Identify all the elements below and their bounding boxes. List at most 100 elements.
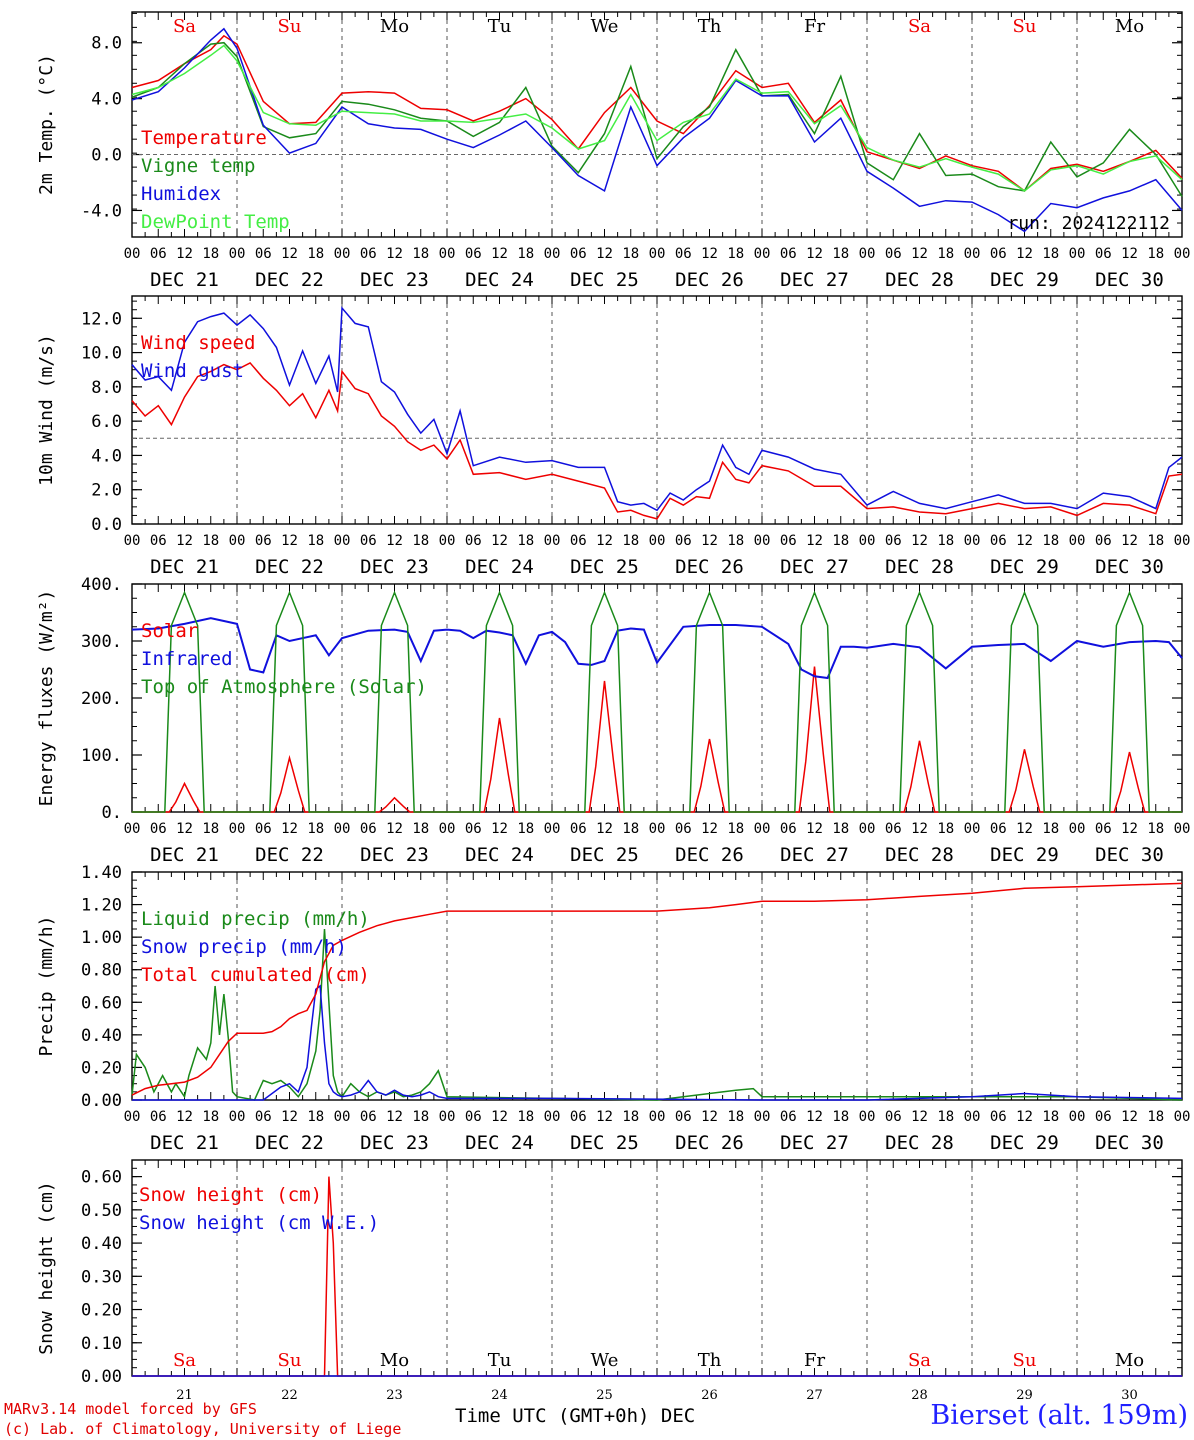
hour-tick-label: 00 [544, 1109, 561, 1125]
legend-entry: Liquid precip (mm/h) [141, 908, 370, 930]
date-label: DEC 27 [780, 269, 849, 291]
hour-tick-label: 18 [1042, 1109, 1059, 1125]
date-label: DEC 24 [465, 844, 534, 866]
hour-tick-label: 18 [202, 821, 219, 837]
hour-tick-label: 18 [832, 533, 849, 549]
hour-tick-label: 12 [911, 246, 928, 262]
series-line-infrared [131, 617, 1183, 680]
hour-tick-label: 00 [1069, 533, 1086, 549]
hour-tick-label: 00 [544, 821, 561, 837]
y-axis-label: Precip (mm/h) [36, 916, 57, 1057]
date-label: DEC 29 [990, 1132, 1059, 1154]
legend-entry: Snow height (cm) [139, 1184, 322, 1206]
date-number-label: 27 [806, 1388, 823, 1403]
model-credit: MARv3.14 model forced by GFS [4, 1400, 257, 1418]
date-label: DEC 22 [255, 1132, 324, 1154]
y-tick-label: 300. [81, 632, 122, 652]
hour-tick-label: 12 [281, 533, 298, 549]
hour-tick-label: 06 [465, 1109, 482, 1125]
legend-entry: Snow height (cm W.E.) [139, 1212, 379, 1234]
time-axis-label: Time UTC (GMT+0h) DEC [455, 1405, 696, 1427]
hour-tick-label: 00 [439, 246, 456, 262]
hour-tick-label: 00 [859, 533, 876, 549]
hour-tick-label: 12 [386, 533, 403, 549]
legend-entry: Snow precip (mm/h) [141, 936, 347, 958]
hour-tick-label: 00 [229, 1109, 246, 1125]
hour-tick-label: 00 [334, 1109, 351, 1125]
hour-tick-label: 12 [1016, 821, 1033, 837]
hour-tick-label: 06 [990, 533, 1007, 549]
hour-tick-label: 12 [491, 246, 508, 262]
hour-tick-label: 00 [544, 533, 561, 549]
hour-tick-label: 12 [1121, 1109, 1138, 1125]
day-name-label: We [591, 1350, 619, 1371]
date-label: DEC 25 [570, 269, 639, 291]
date-number-label: 21 [176, 1388, 193, 1403]
hour-tick-label: 18 [832, 821, 849, 837]
hour-tick-label: 18 [517, 246, 534, 262]
hour-tick-label: 00 [229, 246, 246, 262]
y-tick-label: 0.20 [81, 1301, 122, 1321]
date-label: DEC 25 [570, 844, 639, 866]
date-label: DEC 29 [990, 269, 1059, 291]
hour-tick-label: 18 [517, 821, 534, 837]
date-label: DEC 30 [1095, 269, 1164, 291]
hour-tick-label: 06 [360, 246, 377, 262]
hour-tick-label: 06 [675, 533, 692, 549]
day-name-label: Sa [908, 16, 931, 37]
hour-tick-label: 00 [1174, 821, 1191, 837]
hour-tick-label: 12 [1016, 1109, 1033, 1125]
hour-tick-label: 06 [780, 1109, 797, 1125]
hour-tick-label: 18 [412, 1109, 429, 1125]
hour-tick-label: 12 [806, 246, 823, 262]
hour-tick-label: 06 [1095, 533, 1112, 549]
hour-tick-label: 00 [334, 821, 351, 837]
date-number-label: 24 [491, 1388, 508, 1403]
hour-tick-label: 06 [360, 533, 377, 549]
day-name-label: Fr [804, 16, 825, 37]
hour-tick-label: 18 [412, 821, 429, 837]
legend-entry: Vigne temp [141, 155, 255, 177]
hour-tick-label: 00 [334, 533, 351, 549]
series-line-top-of-atmosphere-solar- [132, 590, 1182, 813]
date-label: DEC 30 [1095, 1132, 1164, 1154]
day-name-label: Mo [380, 16, 409, 37]
hour-tick-label: 12 [281, 246, 298, 262]
hour-tick-label: 00 [859, 1109, 876, 1125]
hour-tick-label: 06 [675, 1109, 692, 1125]
hour-tick-label: 18 [1147, 246, 1164, 262]
date-label: DEC 29 [990, 844, 1059, 866]
y-tick-label: -4.0 [81, 201, 122, 221]
day-name-label: Mo [1115, 16, 1144, 37]
hour-tick-label: 18 [1042, 821, 1059, 837]
y-tick-label: 0.30 [81, 1267, 122, 1287]
hour-tick-label: 12 [491, 533, 508, 549]
hour-tick-label: 06 [885, 246, 902, 262]
hour-tick-label: 12 [911, 533, 928, 549]
hour-tick-label: 18 [1042, 533, 1059, 549]
hour-tick-label: 12 [1121, 821, 1138, 837]
y-tick-label: 0.60 [81, 1168, 122, 1188]
y-tick-label: 400. [81, 575, 122, 595]
date-label: DEC 24 [465, 1132, 534, 1154]
hour-tick-label: 12 [176, 246, 193, 262]
hour-tick-label: 12 [1121, 533, 1138, 549]
day-name-label: Fr [804, 1350, 825, 1371]
y-tick-label: 6.0 [91, 412, 122, 432]
hour-tick-label: 06 [255, 246, 272, 262]
hour-tick-label: 06 [570, 1109, 587, 1125]
series-line-dewpoint-temp [131, 44, 1183, 192]
hour-tick-label: 18 [202, 246, 219, 262]
hour-tick-label: 06 [360, 1109, 377, 1125]
day-name-label: Su [1013, 16, 1037, 37]
hour-tick-label: 00 [124, 246, 141, 262]
hour-tick-label: 12 [911, 821, 928, 837]
y-tick-label: 0.0 [91, 515, 122, 535]
hour-tick-label: 12 [1121, 246, 1138, 262]
hour-tick-label: 06 [675, 821, 692, 837]
hour-tick-label: 06 [465, 533, 482, 549]
y-tick-label: 100. [81, 746, 122, 766]
hour-tick-label: 06 [465, 821, 482, 837]
hour-tick-label: 06 [360, 821, 377, 837]
